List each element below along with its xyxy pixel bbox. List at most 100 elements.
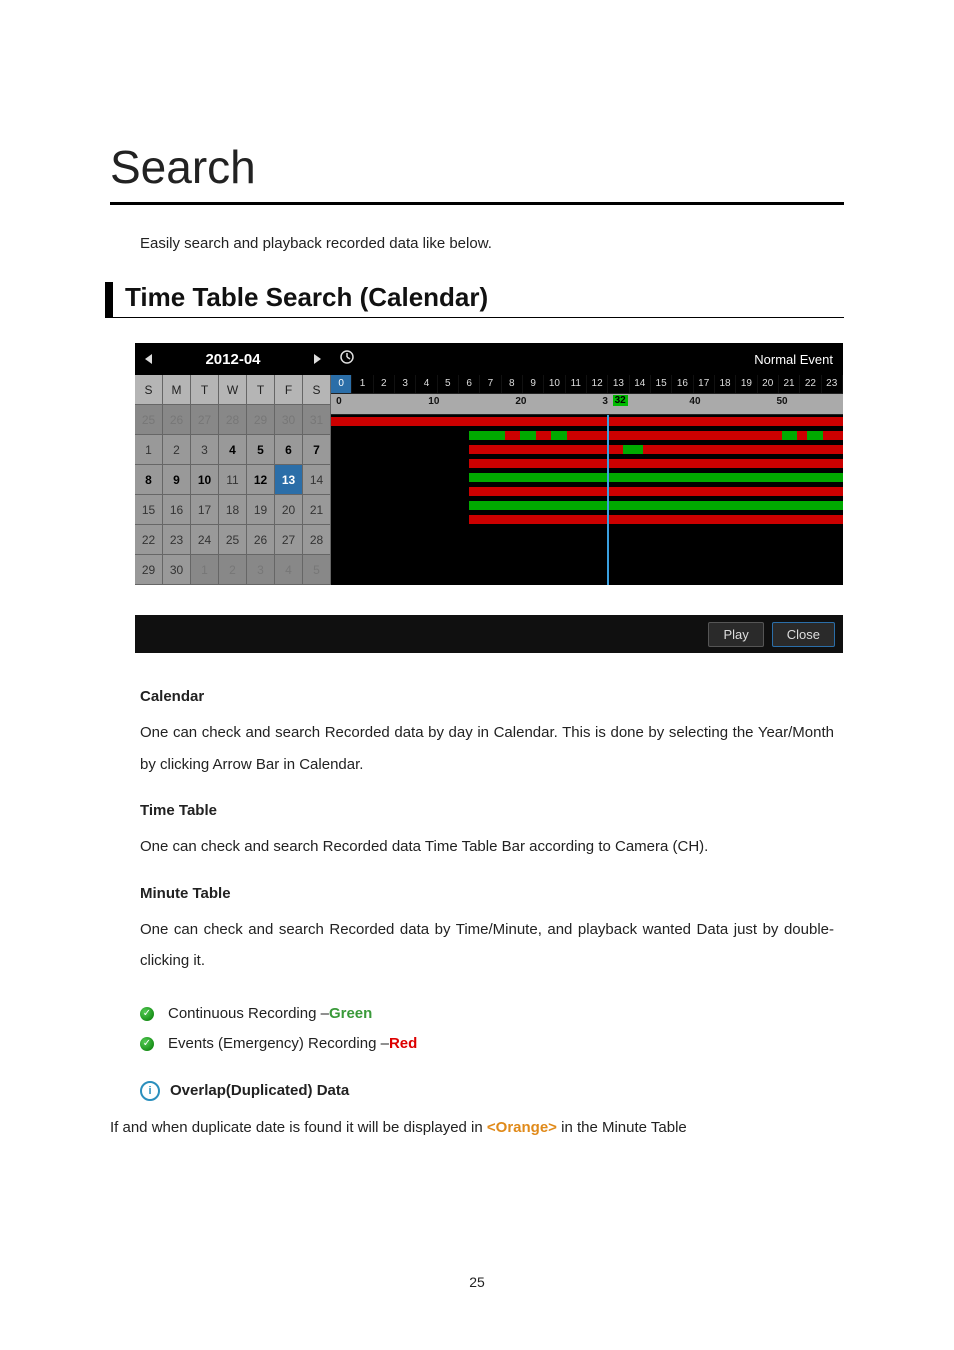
day-cell[interactable]: 14 [303, 465, 331, 495]
day-cell[interactable]: 26 [247, 525, 275, 555]
hour-cell[interactable]: 3 [395, 375, 416, 393]
day-cell[interactable]: 5 [247, 435, 275, 465]
day-cell[interactable]: 3 [247, 555, 275, 585]
hour-cell[interactable]: 6 [459, 375, 480, 393]
day-cell[interactable]: 25 [219, 525, 247, 555]
day-cell[interactable]: 15 [135, 495, 163, 525]
day-cell[interactable]: 19 [247, 495, 275, 525]
day-cell[interactable]: 30 [275, 405, 303, 435]
day-cell[interactable]: 1 [191, 555, 219, 585]
hour-cell[interactable]: 14 [630, 375, 651, 393]
hour-cell[interactable]: 13 [608, 375, 629, 393]
button-row: Play Close [135, 615, 843, 653]
day-cell[interactable]: 9 [163, 465, 191, 495]
day-cell[interactable]: 4 [275, 555, 303, 585]
hour-cell[interactable]: 5 [438, 375, 459, 393]
track-bar [469, 515, 843, 524]
day-cell[interactable]: 1 [135, 435, 163, 465]
hour-cell[interactable]: 20 [758, 375, 779, 393]
hour-cell[interactable]: 15 [651, 375, 672, 393]
day-cell[interactable]: 22 [135, 525, 163, 555]
day-cell[interactable]: 28 [303, 525, 331, 555]
track-bar [469, 445, 623, 454]
hour-cell[interactable]: 22 [800, 375, 821, 393]
minute-label: 20 [515, 396, 526, 407]
day-cell[interactable]: 2 [163, 435, 191, 465]
calendar-paragraph: One can check and search Recorded data b… [140, 717, 834, 780]
next-month-icon[interactable] [307, 349, 327, 369]
close-button[interactable]: Close [772, 622, 835, 647]
day-cell[interactable]: 4 [219, 435, 247, 465]
track-row [331, 485, 843, 498]
hour-cell[interactable]: 19 [736, 375, 757, 393]
day-cell[interactable]: 18 [219, 495, 247, 525]
day-cell[interactable]: 29 [247, 405, 275, 435]
hour-cell[interactable]: 21 [779, 375, 800, 393]
hour-cell[interactable]: 4 [416, 375, 437, 393]
hour-cell[interactable]: 12 [587, 375, 608, 393]
hour-cell[interactable]: 7 [480, 375, 501, 393]
track-bar [469, 501, 843, 510]
hour-cell[interactable]: 11 [566, 375, 587, 393]
day-cell[interactable]: 12 [247, 465, 275, 495]
track-bar [551, 431, 566, 440]
track-row [331, 513, 843, 526]
day-cell[interactable]: 10 [191, 465, 219, 495]
day-cell[interactable]: 8 [135, 465, 163, 495]
play-button[interactable]: Play [708, 622, 763, 647]
hour-cell[interactable]: 16 [672, 375, 693, 393]
hour-cell[interactable]: 17 [694, 375, 715, 393]
calendar-screenshot: 2012-04 SMTWTFS 252627282930311234567891… [135, 343, 844, 585]
day-cell[interactable]: 11 [219, 465, 247, 495]
hour-cell[interactable]: 8 [502, 375, 523, 393]
day-cell[interactable]: 16 [163, 495, 191, 525]
hour-cell[interactable]: 1 [352, 375, 373, 393]
check-icon: ✓ [140, 1037, 154, 1051]
day-cell[interactable]: 30 [163, 555, 191, 585]
day-cell[interactable]: 28 [219, 405, 247, 435]
minute-label: 0 [336, 396, 342, 407]
day-cell[interactable]: 3 [191, 435, 219, 465]
track-row [331, 429, 843, 442]
hour-cell[interactable]: 9 [523, 375, 544, 393]
track-bar [623, 445, 643, 454]
day-cell[interactable]: 27 [275, 525, 303, 555]
page-number: 25 [0, 1274, 954, 1290]
hour-cell[interactable]: 0 [331, 375, 352, 393]
hour-cell[interactable]: 18 [715, 375, 736, 393]
day-cell[interactable]: 20 [275, 495, 303, 525]
track-bar [807, 431, 822, 440]
bullet1-text: Continuous Recording – [168, 999, 329, 1029]
section-heading: Time Table Search (Calendar) [105, 282, 844, 317]
day-cell[interactable]: 5 [303, 555, 331, 585]
day-cell[interactable]: 17 [191, 495, 219, 525]
bullet-events: ✓ Events (Emergency) Recording – Red [140, 1029, 834, 1059]
clock-icon [339, 349, 355, 370]
day-cell[interactable]: 7 [303, 435, 331, 465]
minute-label: 3 [602, 396, 608, 407]
day-cell[interactable]: 29 [135, 555, 163, 585]
hour-cell[interactable]: 23 [822, 375, 843, 393]
day-cell[interactable]: 26 [163, 405, 191, 435]
dow-cell: S [135, 375, 163, 405]
hour-cell[interactable]: 2 [374, 375, 395, 393]
track-bar [520, 431, 535, 440]
bullet-continuous: ✓ Continuous Recording – Green [140, 999, 834, 1029]
day-cell[interactable]: 25 [135, 405, 163, 435]
day-cell[interactable]: 6 [275, 435, 303, 465]
track-bar [469, 473, 843, 482]
dow-cell: T [191, 375, 219, 405]
day-cell[interactable]: 2 [219, 555, 247, 585]
day-cell[interactable]: 24 [191, 525, 219, 555]
time-cursor[interactable] [607, 415, 609, 585]
day-cell[interactable]: 31 [303, 405, 331, 435]
hour-cell[interactable]: 10 [544, 375, 565, 393]
day-cell[interactable]: 23 [163, 525, 191, 555]
track-row [331, 471, 843, 484]
track-bar [331, 417, 843, 426]
day-cell[interactable]: 13 [275, 465, 303, 495]
track-bar [505, 431, 520, 440]
prev-month-icon[interactable] [139, 349, 159, 369]
day-cell[interactable]: 27 [191, 405, 219, 435]
day-cell[interactable]: 21 [303, 495, 331, 525]
